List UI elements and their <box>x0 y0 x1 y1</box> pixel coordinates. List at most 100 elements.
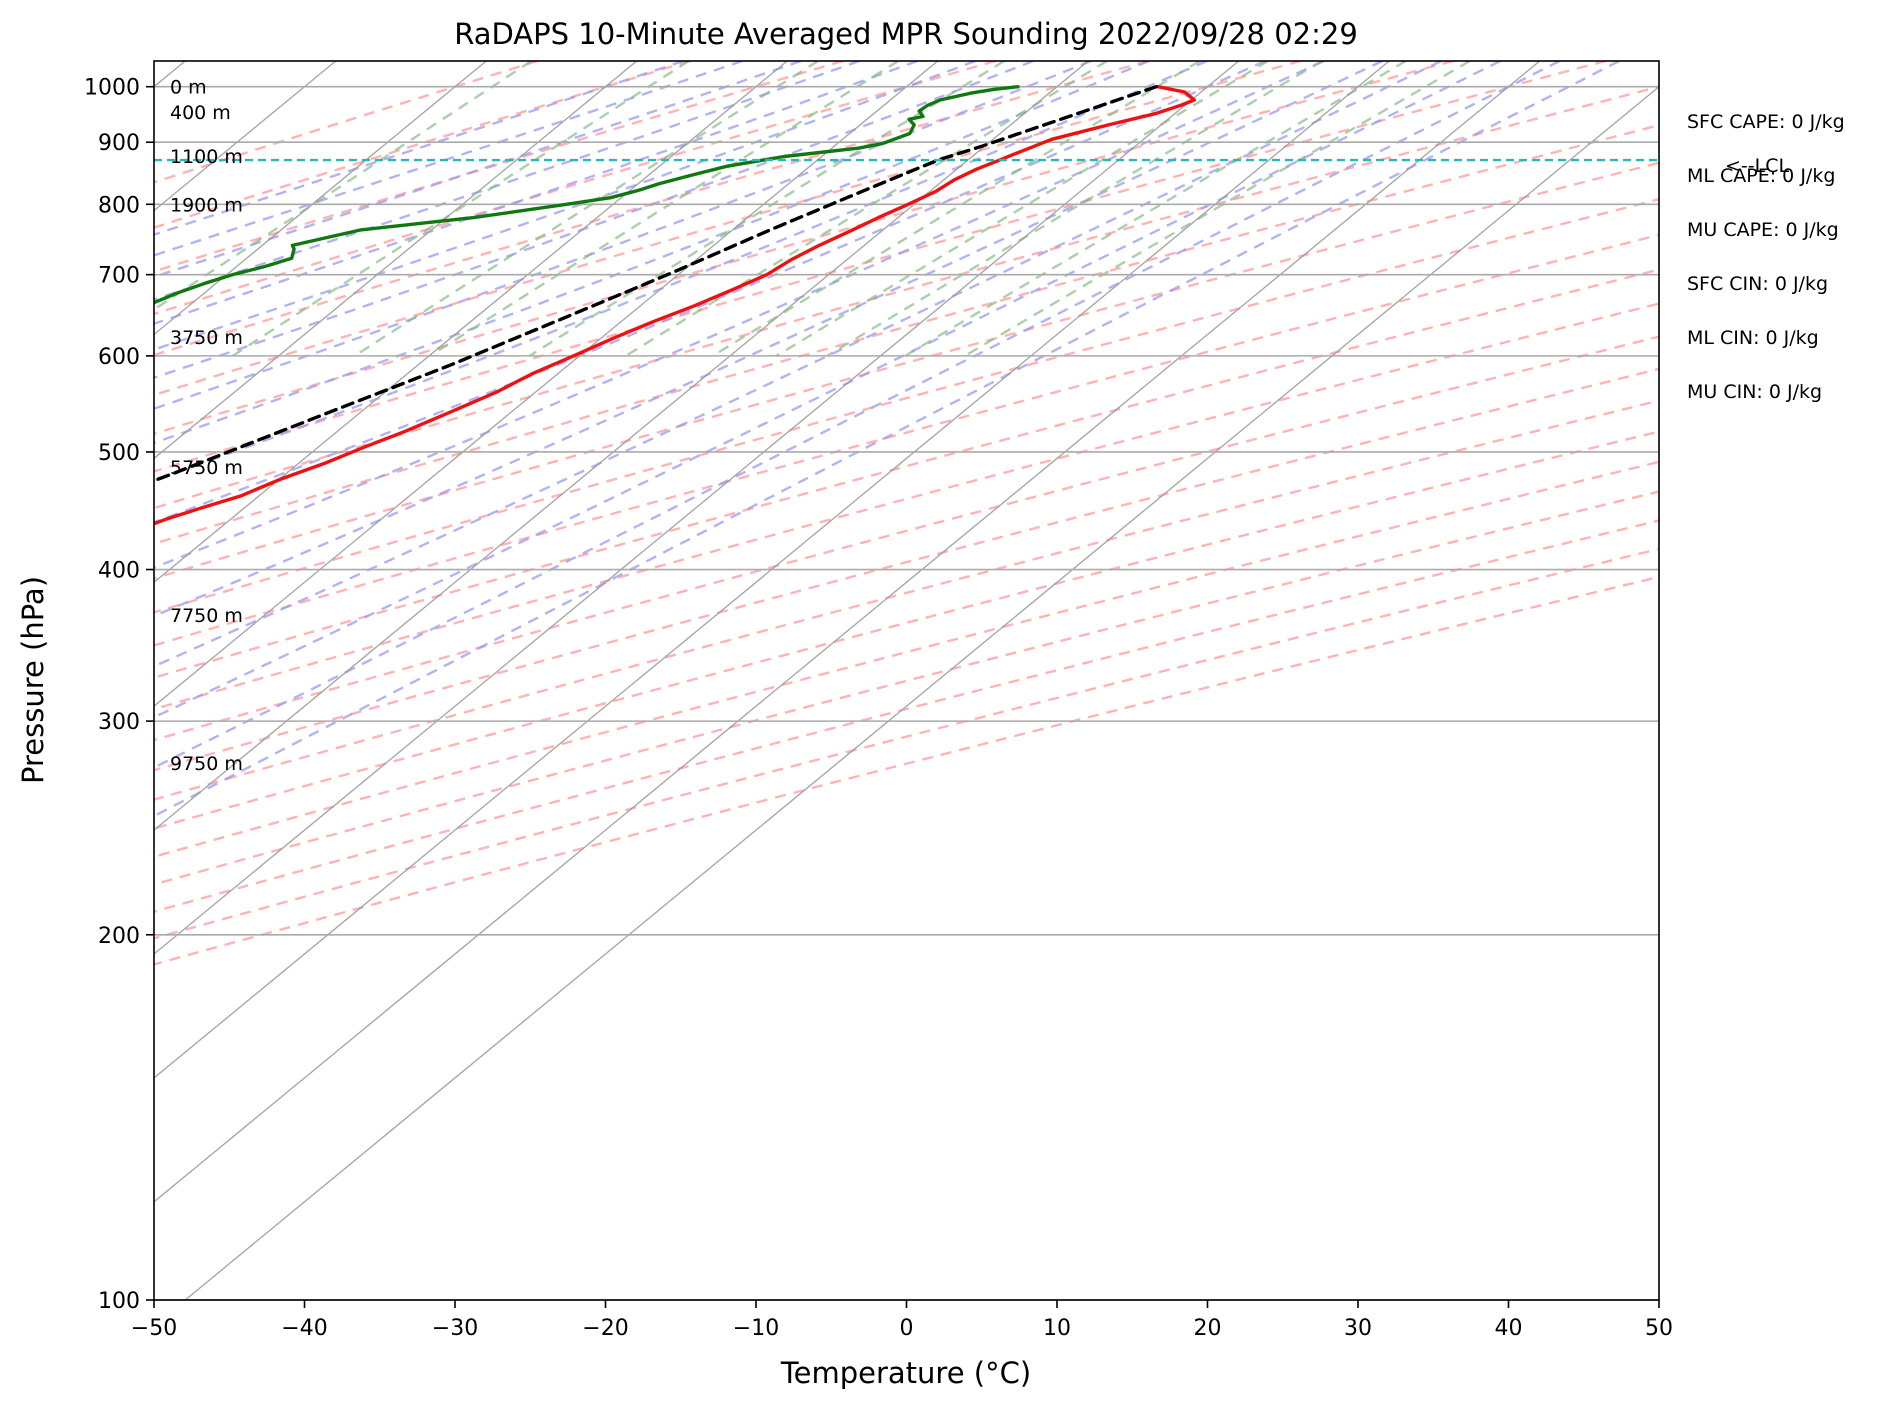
lcl-marker: <--LCL <box>154 155 1789 177</box>
moist-adiabat <box>154 61 1208 482</box>
moist-adiabat <box>154 61 684 236</box>
dry-adiabat <box>154 233 1659 647</box>
dry-adiabat <box>154 61 1454 435</box>
background-lines <box>154 61 1659 1300</box>
stability-stats: SFC CAPE: 0 J/kg ML CAPE: 0 J/kg MU CAPE: … <box>1687 111 1845 403</box>
x-tick-label: −30 <box>432 1316 478 1341</box>
y-tick-label: 200 <box>98 924 140 949</box>
y-tick-label: 400 <box>98 559 140 584</box>
dry-adiabat <box>154 399 1659 801</box>
mixing-ratio-line <box>712 61 1201 357</box>
x-tick-label: −40 <box>281 1316 327 1341</box>
moist-adiabat <box>154 61 976 351</box>
dry-adiabat <box>154 490 1659 886</box>
parcel-line <box>154 85 1158 483</box>
height-label: 3750 m <box>170 327 243 349</box>
mixing-ratio-line <box>528 61 1005 357</box>
dry-adiabat <box>154 161 1659 580</box>
mixing-ratio-line <box>429 61 899 357</box>
stat-label: MU CIN: 0 J/kg <box>1687 381 1822 403</box>
moist-adiabat <box>154 61 1442 668</box>
x-tick-label: 10 <box>1043 1316 1071 1341</box>
mixing-ratio-line <box>231 61 690 357</box>
stat-label: SFC CAPE: 0 J/kg <box>1687 111 1845 133</box>
isotherm <box>154 61 788 584</box>
mixing-ratio-line <box>826 61 1323 357</box>
dry-adiabat <box>154 367 1659 772</box>
dry-adiabat <box>154 61 538 184</box>
height-label: 400 m <box>170 102 231 124</box>
x-axis-label: Temperature (°C) <box>780 1356 1031 1390</box>
height-labels: 9750 m 7750 m 5750 m 3750 m 1900 m 1100 m 400 … <box>170 77 243 775</box>
moist-adiabat <box>154 61 1620 818</box>
isotherm <box>154 61 1541 1203</box>
dewpoint-line <box>154 85 1020 305</box>
isobar-grid <box>154 85 1659 1301</box>
x-tick-label: 50 <box>1645 1316 1673 1341</box>
moist-adiabat <box>154 61 1561 769</box>
isotherm <box>154 61 487 336</box>
moist-adiabat <box>154 61 743 257</box>
moist-adiabat <box>154 61 918 325</box>
isotherm <box>154 61 1240 955</box>
mixing-ratio-line <box>775 61 1269 357</box>
x-tick-label: 40 <box>1495 1316 1523 1341</box>
dry-adiabat <box>154 430 1659 830</box>
y-axis-label: Pressure (hPa) <box>16 576 50 784</box>
x-axis-ticks: −50 −40 −30 −20 −10 0 10 20 30 40 50 <box>131 1300 1673 1341</box>
x-tick-label: −10 <box>733 1316 779 1341</box>
moist-adiabat <box>154 61 1266 524</box>
dry-adiabat <box>154 335 1659 742</box>
dry-adiabat <box>154 460 1659 859</box>
height-label: 0 m <box>170 77 207 99</box>
mixing-ratio-line <box>964 61 1471 357</box>
y-tick-label: 1000 <box>84 76 140 101</box>
dry-adiabat <box>154 198 1659 614</box>
mixing-ratio-line <box>353 61 819 357</box>
y-axis-ticks: 100 200 300 400 500 600 700 800 900 1000 <box>84 76 154 1314</box>
x-tick-label: 30 <box>1344 1316 1372 1341</box>
y-tick-label: 700 <box>98 264 140 289</box>
x-tick-label: 20 <box>1194 1316 1222 1341</box>
height-label: 5750 m <box>170 457 243 479</box>
dry-adiabat <box>154 61 996 316</box>
isotherm <box>154 61 1089 832</box>
isotherm <box>154 61 1390 1079</box>
y-tick-label: 300 <box>98 710 140 735</box>
dry-adiabat <box>154 61 1149 357</box>
isotherm <box>154 61 638 460</box>
moist-adiabat <box>154 61 1092 410</box>
height-label: 1900 m <box>170 194 243 216</box>
dry-adiabat <box>154 547 1659 940</box>
stat-label: ML CIN: 0 J/kg <box>1687 327 1819 349</box>
moist-adiabat <box>154 61 1501 719</box>
mixing-ratio-line <box>904 61 1407 357</box>
dry-adiabat <box>154 302 1659 711</box>
moist-adiabat <box>154 61 1150 445</box>
stat-label: MU CAPE: 0 J/kg <box>1687 219 1839 241</box>
dry-adiabat <box>154 268 1659 679</box>
y-tick-label: 600 <box>98 345 140 370</box>
stat-label: ML CAPE: 0 J/kg <box>1687 165 1835 187</box>
dry-adiabat <box>154 85 1659 510</box>
height-label: 7750 m <box>170 605 243 627</box>
chart-title: RaDAPS 10-Minute Averaged MPR Sounding 2… <box>454 17 1358 51</box>
dry-adiabat <box>154 61 691 229</box>
y-tick-label: 100 <box>98 1289 140 1314</box>
height-label: 1100 m <box>170 146 243 168</box>
x-tick-label: −50 <box>131 1316 177 1341</box>
dry-adiabat <box>154 575 1659 966</box>
isotherm <box>154 61 337 212</box>
dry-adiabat <box>154 61 1607 473</box>
height-label: 9750 m <box>170 753 243 775</box>
x-tick-label: −20 <box>582 1316 628 1341</box>
x-tick-label: 0 <box>900 1316 914 1341</box>
dry-adiabat <box>154 61 1302 397</box>
moist-adiabat <box>154 61 802 279</box>
stat-label: SFC CIN: 0 J/kg <box>1687 273 1828 295</box>
lcl-label: <--LCL <box>1725 155 1789 177</box>
dry-adiabat <box>154 123 1659 545</box>
dry-adiabat <box>154 519 1659 913</box>
y-tick-label: 500 <box>98 441 140 466</box>
